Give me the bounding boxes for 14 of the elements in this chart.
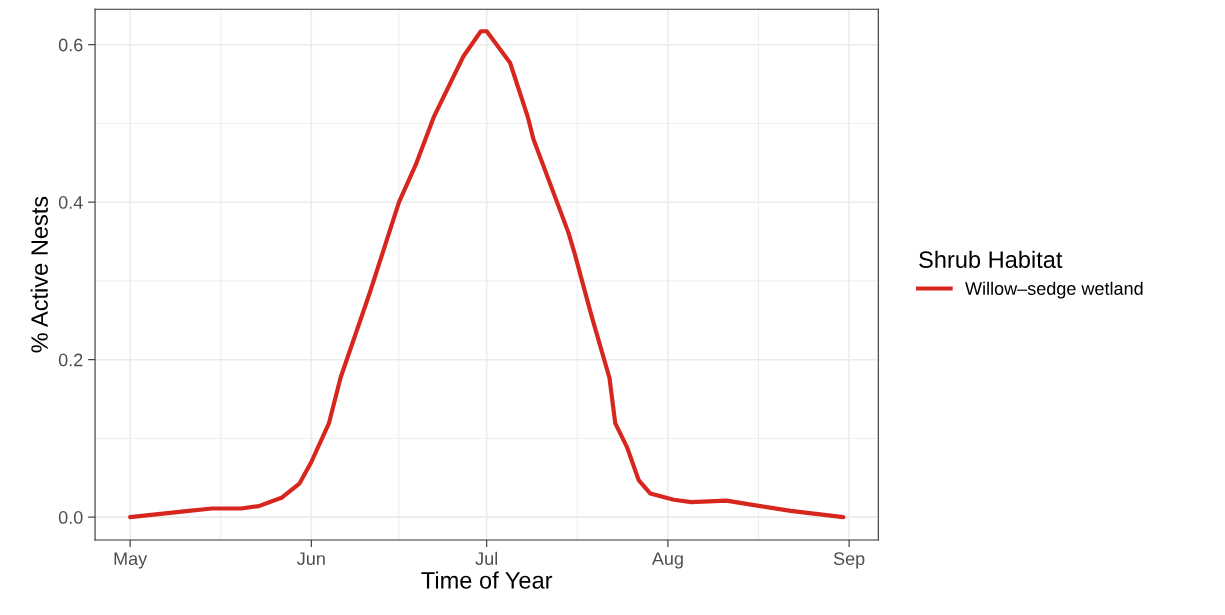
legend-title: Shrub Habitat bbox=[919, 250, 1063, 269]
y-tick-label: 0.6 bbox=[58, 38, 83, 52]
y-axis-title: % Active Nests bbox=[30, 196, 48, 353]
line-series bbox=[128, 29, 846, 520]
y-tick-label: 0.0 bbox=[58, 511, 83, 524]
y-tick-label: 0.2 bbox=[58, 353, 83, 367]
x-axis-title: Time of Year bbox=[421, 571, 553, 589]
x-tick-label: Sep bbox=[833, 552, 865, 569]
x-tick-label: Aug bbox=[651, 552, 683, 569]
y-tick-label: 0.4 bbox=[58, 196, 83, 209]
x-tick-label: May bbox=[114, 552, 148, 569]
legend-label: Willow–sedge wetland bbox=[965, 281, 1143, 299]
x-tick-label: Jul bbox=[475, 551, 498, 566]
x-tick-label: Jun bbox=[297, 552, 325, 566]
